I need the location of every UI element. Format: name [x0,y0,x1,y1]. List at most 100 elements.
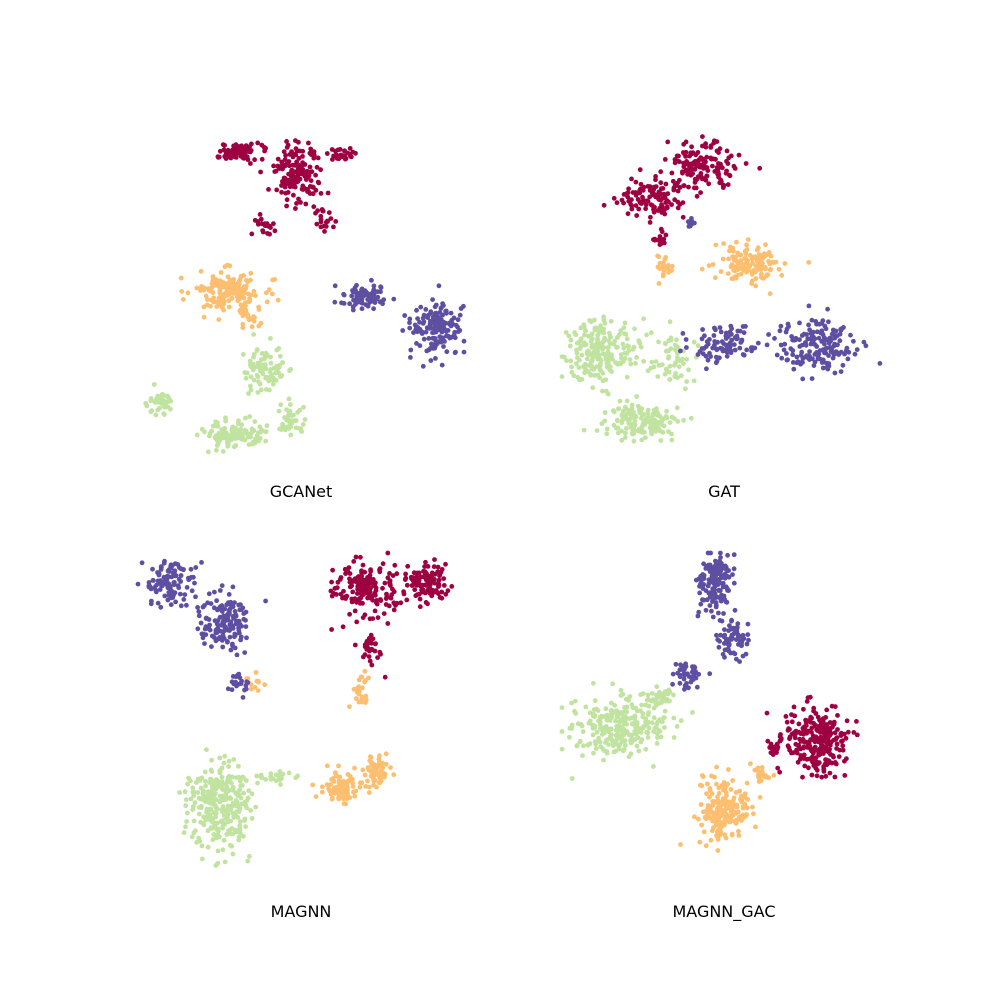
scatter-point [731,163,737,169]
scatter-point [255,140,261,146]
scatter-point [577,739,583,745]
scatter-point [238,145,244,151]
scatter-point [284,139,289,144]
scatter-point [356,689,362,695]
scatter-point [342,149,347,154]
scatter-point [597,714,603,720]
scatter-point [708,550,713,556]
scatter-point [789,731,795,737]
scatter-point [633,203,639,209]
scatter-point [672,416,677,421]
scatter-point [425,315,431,320]
scatter-point [605,391,611,397]
scatter-point [332,283,338,289]
scatter-point [156,572,162,578]
scatter-point [742,803,748,808]
scatter-point [725,182,731,188]
scatter-point [590,732,596,738]
scatter-point [421,336,427,342]
scatter-points-gat [559,134,883,444]
scatter-point [747,252,753,258]
scatter-point [743,161,749,166]
scatter-point [795,359,801,365]
scatter-point [178,275,184,281]
scatter-point [574,340,580,346]
scatter-point [602,410,608,415]
scatter-point [687,223,693,229]
scatter-point [615,430,621,436]
scatter-point [740,324,746,329]
scatter-point [675,188,681,194]
scatter-point [647,188,653,193]
scatter-point [202,769,208,775]
scatter-point [376,780,382,785]
scatter-point [789,334,794,339]
scatter-point [257,436,263,441]
scatter-point [617,332,622,337]
scatter-point [380,561,386,567]
scatter-point [167,591,173,596]
scatter-point [622,331,627,337]
scatter-point [690,664,695,670]
scatter-point [742,791,748,797]
scatter-point [205,828,211,834]
scatter-point [194,285,200,291]
scatter-point [433,310,439,316]
scatter-point [700,774,706,780]
scatter-point [382,674,388,680]
scatter-point [324,782,330,788]
scatter-point [199,843,205,849]
scatter-point [241,273,247,278]
scatter-point [635,735,641,741]
scatter-point [764,273,769,279]
scatter-point [641,184,647,190]
scatter-point [797,337,802,343]
scatter-point [827,770,833,776]
scatter-point [280,360,285,365]
scatter-point [823,745,829,750]
scatter-point [291,192,296,198]
scatter-point [703,344,709,349]
scatter-point [367,658,373,664]
scatter-point [805,355,811,360]
scatter-point [233,679,239,685]
scatter-point [238,602,243,607]
scatter-point [820,318,826,324]
scatter-point [288,432,294,438]
scatter-point [436,283,442,289]
scatter-point [721,611,726,616]
scatter-point [587,334,593,339]
scatter-point [626,754,632,760]
scatter-point [579,723,585,729]
scatter-point [216,317,222,322]
scatter-point [274,347,280,353]
scatter-point [692,166,698,172]
scatter-point [608,735,614,741]
scatter-point [613,727,619,733]
scatter-point [360,615,366,620]
scatter-point [440,335,446,341]
scatter-point [161,579,167,585]
scatter-point [355,591,360,596]
scatter-point [744,347,750,353]
scatter-point [302,186,307,191]
scatter-point [279,165,285,171]
scatter-point [707,603,713,608]
scatter-point [640,429,645,435]
scatter-point [386,603,392,609]
scatter-point [435,569,441,575]
scatter-point [576,365,582,370]
scatter-point [230,623,236,629]
scatter-point [752,254,757,260]
scatter-point [601,330,607,336]
scatter-point [665,139,671,145]
scatter-point [215,848,221,854]
scatter-point [226,280,232,285]
scatter-point [226,611,232,617]
scatter-point [663,181,669,187]
scatter-point [836,754,842,759]
scatter-point [798,753,804,758]
scatter-point [575,374,581,380]
scatter-point [707,671,713,677]
scatter-point [324,151,330,156]
